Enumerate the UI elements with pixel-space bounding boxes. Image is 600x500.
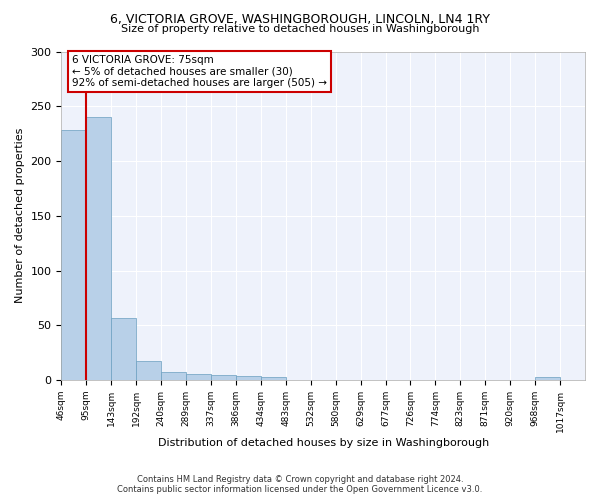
Bar bbox=[61, 130, 86, 380]
X-axis label: Distribution of detached houses by size in Washingborough: Distribution of detached houses by size … bbox=[158, 438, 489, 448]
Bar bbox=[161, 372, 186, 380]
Y-axis label: Number of detached properties: Number of detached properties bbox=[15, 128, 25, 304]
Bar bbox=[186, 374, 211, 380]
Bar bbox=[86, 117, 111, 380]
Bar bbox=[261, 377, 286, 380]
Bar bbox=[111, 318, 136, 380]
Bar bbox=[136, 362, 161, 380]
Bar bbox=[535, 377, 560, 380]
Text: 6, VICTORIA GROVE, WASHINGBOROUGH, LINCOLN, LN4 1RY: 6, VICTORIA GROVE, WASHINGBOROUGH, LINCO… bbox=[110, 12, 490, 26]
Bar bbox=[236, 376, 261, 380]
Text: Contains HM Land Registry data © Crown copyright and database right 2024.
Contai: Contains HM Land Registry data © Crown c… bbox=[118, 474, 482, 494]
Text: 6 VICTORIA GROVE: 75sqm
← 5% of detached houses are smaller (30)
92% of semi-det: 6 VICTORIA GROVE: 75sqm ← 5% of detached… bbox=[72, 55, 327, 88]
Text: Size of property relative to detached houses in Washingborough: Size of property relative to detached ho… bbox=[121, 24, 479, 34]
Bar bbox=[211, 374, 236, 380]
